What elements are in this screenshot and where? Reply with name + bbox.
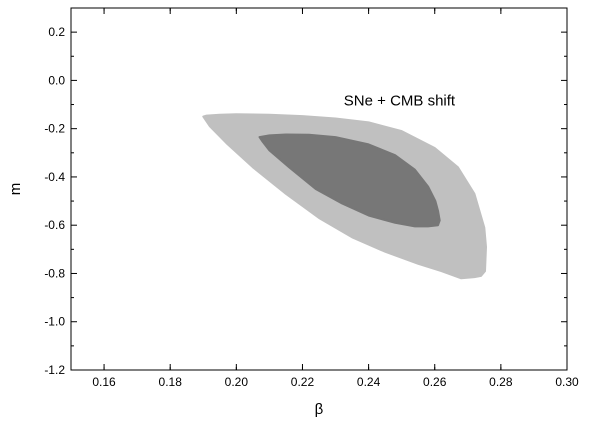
confidence-regions (202, 113, 487, 280)
y-tick-label: -0.6 (44, 218, 65, 232)
x-tick-label: 0.18 (159, 375, 183, 389)
x-tick-label: 0.22 (291, 375, 315, 389)
y-tick-label: -1.0 (44, 315, 65, 329)
y-tick-label: 0.0 (48, 73, 65, 87)
y-tick-label: 0.2 (48, 25, 65, 39)
x-tick-label: 0.24 (357, 375, 381, 389)
plot-frame (70, 7, 568, 371)
y-tick-label: -0.4 (44, 170, 65, 184)
x-tick-label: 0.26 (423, 375, 447, 389)
contour-region-inner (258, 133, 441, 228)
y-tick-label: -1.2 (44, 363, 65, 377)
x-axis-title: β (315, 401, 324, 418)
y-axis-title: m (7, 183, 24, 196)
x-tick-label: 0.20 (225, 375, 249, 389)
chart-annotation: SNe + CMB shift (344, 93, 456, 110)
y-tick-label: -0.2 (44, 122, 65, 136)
x-tick-label: 0.30 (555, 375, 579, 389)
axis-ticks: 0.16 0.18 0.20 0.22 0.24 0.26 0.28 0.30 0.2 0.0 -0… (44, 8, 579, 389)
y-tick-label: -0.8 (44, 266, 65, 280)
x-tick-label: 0.28 (489, 375, 513, 389)
x-tick-label: 0.16 (92, 375, 116, 389)
